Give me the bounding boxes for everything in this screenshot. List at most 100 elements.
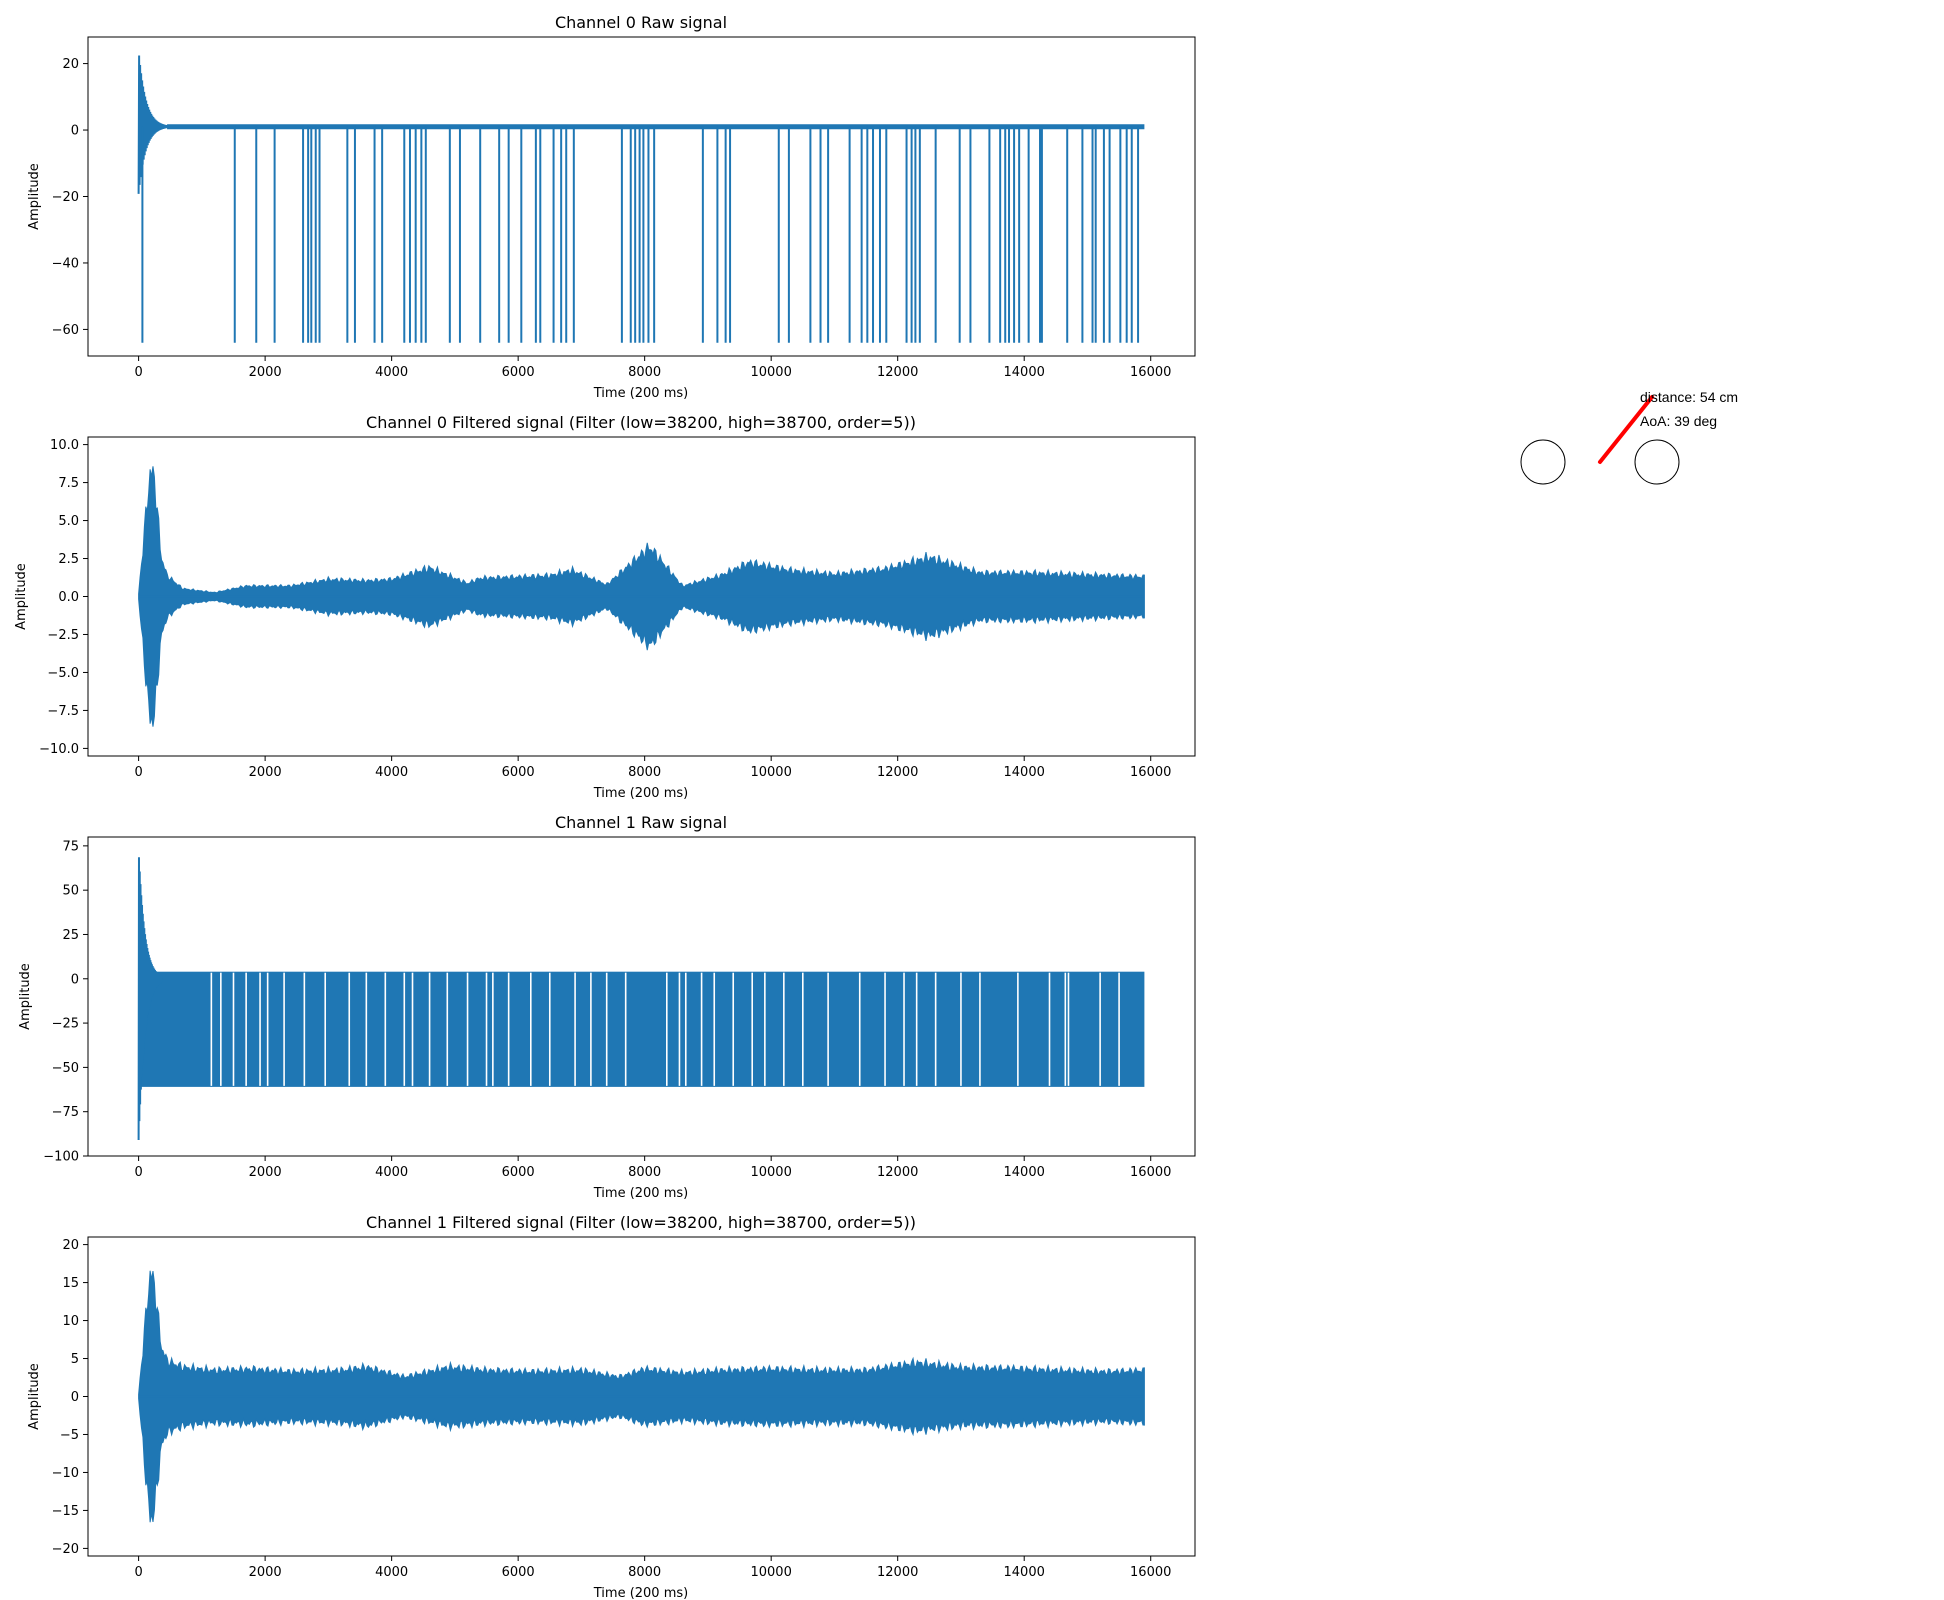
x-tick-label: 8000 [628,365,661,380]
x-tick-label: 6000 [502,1565,535,1580]
y-tick-label: 20 [62,1238,79,1253]
x-tick-label: 4000 [375,765,408,780]
y-tick-label: 0 [71,972,79,987]
x-tick-label: 12000 [877,1565,918,1580]
y-tick-label: −7.5 [47,704,79,719]
direction-arrow [1598,395,1654,464]
x-tick-label: 14000 [1004,1565,1045,1580]
plot-area [137,857,1145,1141]
x-tick-label: 6000 [502,365,535,380]
x-tick-label: 6000 [502,1165,535,1180]
distance-label: distance: 54 cm [1640,389,1738,405]
x-tick-label: 12000 [877,765,918,780]
series [137,55,1145,343]
y-tick-label: −50 [52,1061,79,1076]
x-tick-label: 2000 [249,365,282,380]
x-tick-label: 14000 [1004,765,1045,780]
sensor-right-circle [1634,439,1680,485]
y-tick-label: 15 [62,1276,79,1291]
chart-channel-0-filtered: Channel 0 Filtered signal (Filter (low=3… [14,413,1196,801]
y-tick-label: −5.0 [47,666,79,681]
x-tick-label: 16000 [1130,365,1171,380]
chart-title: Channel 1 Filtered signal (Filter (low=3… [366,1213,916,1232]
x-axis-label: Time (200 ms) [593,1186,688,1201]
y-tick-label: −10.0 [39,742,79,757]
chart-title: Channel 0 Filtered signal (Filter (low=3… [366,413,916,432]
x-tick-label: 2000 [249,1565,282,1580]
y-tick-label: −10 [52,1466,79,1481]
x-tick-label: 4000 [375,365,408,380]
plot-area [138,466,1145,727]
x-tick-label: 6000 [502,765,535,780]
x-tick-label: 0 [134,1165,142,1180]
x-tick-label: 8000 [628,1565,661,1580]
y-tick-label: 2.5 [58,552,79,567]
y-tick-label: 0.0 [58,590,79,605]
y-tick-label: 75 [62,839,79,854]
x-tick-label: 2000 [249,765,282,780]
signal-burst [137,857,163,1141]
chart-channel-0-raw: Channel 0 Raw signal Time (200 ms) Ampli… [27,13,1196,401]
y-tick-label: −2.5 [47,628,79,643]
signal-burst [137,55,170,194]
sensor-left-circle [1520,439,1566,485]
x-tick-label: 0 [134,765,142,780]
x-axis-label: Time (200 ms) [593,786,688,801]
x-tick-label: 4000 [375,1565,408,1580]
series [137,857,1145,1141]
chart-title: Channel 0 Raw signal [555,13,727,32]
y-axis-label: Amplitude [18,963,33,1030]
y-axis-label: Amplitude [27,163,42,230]
x-tick-label: 10000 [750,765,791,780]
series [138,466,1145,727]
plot-area [138,1270,1145,1523]
x-tick-label: 10000 [750,365,791,380]
y-tick-label: −15 [52,1504,79,1519]
y-tick-label: −40 [52,256,79,271]
y-tick-label: −60 [52,323,79,338]
y-tick-label: 0 [71,1390,79,1405]
y-tick-label: 5.0 [58,514,79,529]
y-tick-label: −20 [52,190,79,205]
x-axis-label: Time (200 ms) [593,386,688,401]
y-tick-label: 0 [71,124,79,139]
aoa-inset: distance: 54 cm AoA: 39 deg [1520,389,1738,485]
x-tick-label: 12000 [877,1165,918,1180]
chart-title: Channel 1 Raw signal [555,813,727,832]
y-axis-label: Amplitude [14,563,29,630]
x-tick-label: 16000 [1130,1165,1171,1180]
y-tick-label: −100 [43,1150,79,1165]
axes-frame [87,836,1196,1157]
x-tick-label: 14000 [1004,1165,1045,1180]
y-tick-label: −75 [52,1105,79,1120]
chart-channel-1-raw: Channel 1 Raw signal Time (200 ms) Ampli… [18,813,1196,1201]
y-tick-label: 7.5 [58,476,79,491]
plot-area [137,55,1145,343]
y-axis-label: Amplitude [27,1363,42,1430]
x-tick-label: 14000 [1004,365,1045,380]
x-tick-label: 10000 [750,1565,791,1580]
x-tick-label: 0 [134,1565,142,1580]
x-tick-label: 16000 [1130,765,1171,780]
x-tick-label: 8000 [628,1165,661,1180]
y-tick-label: 20 [62,57,79,72]
x-tick-label: 2000 [249,1165,282,1180]
x-tick-label: 4000 [375,1165,408,1180]
y-tick-label: 10.0 [50,438,79,453]
x-tick-label: 10000 [750,1165,791,1180]
aoa-label: AoA: 39 deg [1640,413,1717,429]
x-tick-label: 8000 [628,765,661,780]
x-tick-label: 16000 [1130,1565,1171,1580]
y-tick-label: −5 [60,1428,79,1443]
y-tick-label: 10 [62,1314,79,1329]
x-axis-label: Time (200 ms) [593,1586,688,1600]
y-tick-label: −25 [52,1017,79,1032]
y-tick-label: 50 [62,884,79,899]
y-tick-label: −20 [52,1542,79,1557]
y-tick-label: 5 [71,1352,79,1367]
x-tick-label: 12000 [877,365,918,380]
y-tick-label: 25 [62,928,79,943]
chart-channel-1-filtered: Channel 1 Filtered signal (Filter (low=3… [27,1213,1196,1600]
